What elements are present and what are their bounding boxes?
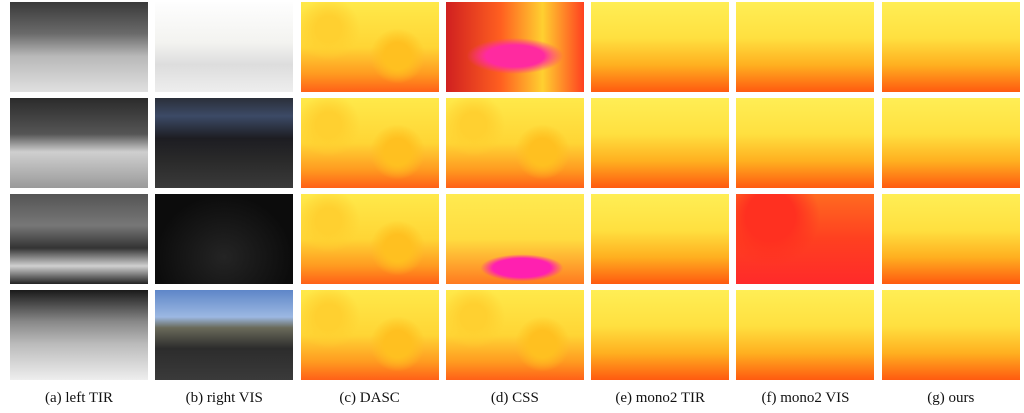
image bbox=[10, 194, 148, 284]
caption: (c) DASC bbox=[339, 390, 400, 406]
image bbox=[881, 194, 1020, 284]
image bbox=[591, 98, 730, 188]
image bbox=[881, 290, 1020, 380]
image bbox=[881, 98, 1020, 188]
image bbox=[445, 290, 584, 380]
image bbox=[445, 98, 584, 188]
caption: (d) CSS bbox=[490, 390, 539, 406]
caption: (g) ours bbox=[927, 390, 975, 406]
image bbox=[736, 290, 875, 380]
image bbox=[155, 290, 294, 380]
image bbox=[10, 2, 148, 92]
image bbox=[736, 194, 875, 284]
image bbox=[300, 194, 439, 284]
captions: (a) left TIR (b) right VIS (c) DASC (d) … bbox=[10, 387, 1020, 409]
caption: (f) mono2 VIS bbox=[761, 390, 850, 406]
image bbox=[445, 2, 584, 92]
caption: (e) mono2 TIR bbox=[615, 390, 706, 406]
image bbox=[155, 98, 294, 188]
image-grid bbox=[10, 2, 1020, 380]
image bbox=[300, 98, 439, 188]
image bbox=[155, 2, 294, 92]
caption: (b) right VIS bbox=[185, 390, 263, 406]
image bbox=[591, 290, 730, 380]
image bbox=[591, 2, 730, 92]
image bbox=[445, 194, 584, 284]
image bbox=[881, 2, 1020, 92]
image bbox=[736, 98, 875, 188]
caption: (a) left TIR bbox=[44, 390, 114, 406]
image bbox=[300, 2, 439, 92]
image bbox=[591, 194, 730, 284]
image bbox=[300, 290, 439, 380]
image bbox=[155, 194, 294, 284]
image bbox=[10, 98, 148, 188]
image bbox=[10, 290, 148, 380]
image bbox=[736, 2, 875, 92]
